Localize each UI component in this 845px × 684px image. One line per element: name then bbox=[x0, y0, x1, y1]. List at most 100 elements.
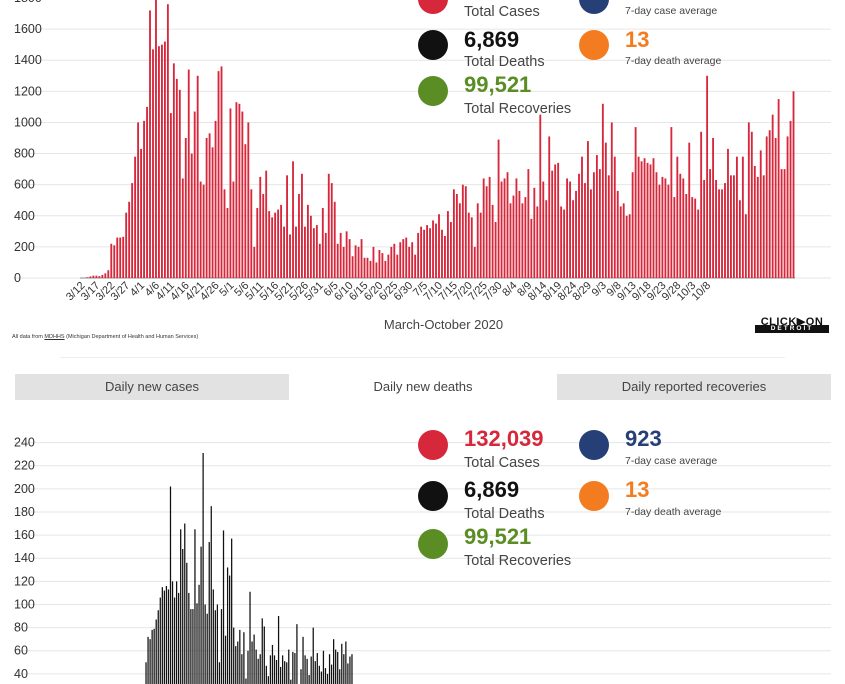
bar-78[interactable] bbox=[312, 228, 315, 278]
bar-215[interactable] bbox=[721, 189, 723, 278]
bar-49[interactable] bbox=[226, 208, 229, 278]
bar-43[interactable] bbox=[233, 627, 235, 684]
bar-67[interactable] bbox=[280, 204, 283, 278]
bar-45[interactable] bbox=[214, 120, 217, 278]
bar-207[interactable] bbox=[697, 209, 700, 278]
bar-209[interactable] bbox=[703, 180, 706, 278]
bar-59[interactable] bbox=[256, 208, 259, 278]
bar-69[interactable] bbox=[286, 175, 288, 278]
bar-58[interactable] bbox=[263, 626, 265, 684]
bar-219[interactable] bbox=[733, 175, 735, 278]
bar-127[interactable] bbox=[458, 203, 461, 278]
bar-180[interactable] bbox=[616, 190, 619, 278]
bar-110[interactable] bbox=[408, 246, 411, 278]
bar-62[interactable] bbox=[265, 170, 268, 278]
bar-33[interactable] bbox=[212, 589, 214, 684]
bar-182[interactable] bbox=[622, 203, 625, 278]
bar-36[interactable] bbox=[218, 662, 221, 684]
bar-143[interactable] bbox=[506, 172, 509, 278]
bar-80[interactable] bbox=[308, 675, 310, 684]
bar-206[interactable] bbox=[694, 198, 697, 278]
bar-40[interactable] bbox=[199, 181, 202, 278]
bar-1[interactable] bbox=[147, 636, 149, 684]
bar-4[interactable] bbox=[92, 275, 95, 278]
bar-51[interactable] bbox=[249, 591, 251, 684]
bar-238[interactable] bbox=[789, 120, 792, 278]
bar-82[interactable] bbox=[324, 232, 327, 278]
bar-145[interactable] bbox=[512, 195, 515, 278]
bar-60[interactable] bbox=[259, 176, 262, 278]
bar-90[interactable] bbox=[348, 239, 351, 278]
bar-157[interactable] bbox=[548, 136, 551, 278]
bar-151[interactable] bbox=[530, 218, 533, 278]
bar-124[interactable] bbox=[449, 222, 452, 278]
bar-6[interactable] bbox=[98, 276, 101, 278]
bar-205[interactable] bbox=[691, 197, 694, 278]
bar-235[interactable] bbox=[780, 169, 783, 278]
bar-46[interactable] bbox=[217, 71, 220, 278]
bar-189[interactable] bbox=[643, 158, 646, 278]
bar-66[interactable] bbox=[279, 666, 282, 684]
bar-138[interactable] bbox=[491, 204, 494, 278]
bar-16[interactable] bbox=[178, 592, 180, 684]
bar-27[interactable] bbox=[200, 546, 202, 684]
bar-80[interactable] bbox=[318, 243, 321, 278]
bar-108[interactable] bbox=[402, 239, 405, 278]
bar-73[interactable] bbox=[294, 653, 296, 684]
bar-98[interactable] bbox=[345, 641, 347, 684]
bar-53[interactable] bbox=[238, 103, 241, 278]
bar-40[interactable] bbox=[226, 567, 229, 684]
bar-135[interactable] bbox=[482, 178, 485, 278]
bar-23[interactable] bbox=[192, 609, 194, 684]
bar-50[interactable] bbox=[229, 108, 232, 278]
bar-152[interactable] bbox=[533, 187, 536, 278]
bar-45[interactable] bbox=[237, 641, 239, 684]
bar-38[interactable] bbox=[193, 111, 196, 278]
bar-34[interactable] bbox=[181, 178, 184, 278]
bar-165[interactable] bbox=[572, 200, 574, 278]
bar-132[interactable] bbox=[473, 246, 476, 278]
bar-37[interactable] bbox=[220, 609, 223, 684]
bar-76[interactable] bbox=[300, 669, 302, 684]
bar-47[interactable] bbox=[220, 66, 223, 278]
bar-87[interactable] bbox=[322, 650, 325, 684]
bar-122[interactable] bbox=[444, 236, 446, 278]
bar-227[interactable] bbox=[756, 176, 759, 278]
bar-94[interactable] bbox=[337, 651, 339, 684]
bar-54[interactable] bbox=[241, 111, 244, 278]
bar-116[interactable] bbox=[426, 225, 428, 278]
bar-73[interactable] bbox=[298, 194, 300, 278]
bar-95[interactable] bbox=[363, 257, 366, 278]
bar-195[interactable] bbox=[661, 176, 664, 278]
bar-112[interactable] bbox=[414, 254, 417, 278]
bar-213[interactable] bbox=[715, 180, 717, 278]
bar-150[interactable] bbox=[527, 169, 530, 278]
bar-225[interactable] bbox=[750, 131, 753, 278]
bar-50[interactable] bbox=[247, 650, 249, 684]
bar-19[interactable] bbox=[137, 122, 140, 278]
bar-43[interactable] bbox=[208, 133, 211, 278]
bar-21[interactable] bbox=[143, 120, 145, 278]
bar-164[interactable] bbox=[569, 181, 571, 278]
bar-89[interactable] bbox=[326, 673, 329, 684]
bar-91[interactable] bbox=[330, 664, 333, 684]
bar-34[interactable] bbox=[214, 610, 216, 684]
bar-97[interactable] bbox=[369, 260, 372, 278]
bar-10[interactable] bbox=[110, 243, 113, 278]
bar-113[interactable] bbox=[417, 232, 420, 278]
bar-94[interactable] bbox=[360, 239, 363, 278]
bar-32[interactable] bbox=[210, 506, 212, 684]
bar-194[interactable] bbox=[658, 184, 661, 278]
bar-100[interactable] bbox=[349, 656, 351, 684]
bar-0[interactable] bbox=[145, 662, 147, 684]
bar-44[interactable] bbox=[235, 646, 237, 684]
bar-101[interactable] bbox=[381, 253, 384, 278]
bar-188[interactable] bbox=[640, 161, 643, 278]
bar-79[interactable] bbox=[306, 658, 308, 684]
bar-66[interactable] bbox=[277, 209, 280, 278]
bar-87[interactable] bbox=[339, 232, 342, 278]
bar-48[interactable] bbox=[243, 632, 245, 684]
bar-46[interactable] bbox=[239, 629, 241, 684]
bar-162[interactable] bbox=[563, 209, 566, 278]
bar-192[interactable] bbox=[652, 158, 655, 278]
